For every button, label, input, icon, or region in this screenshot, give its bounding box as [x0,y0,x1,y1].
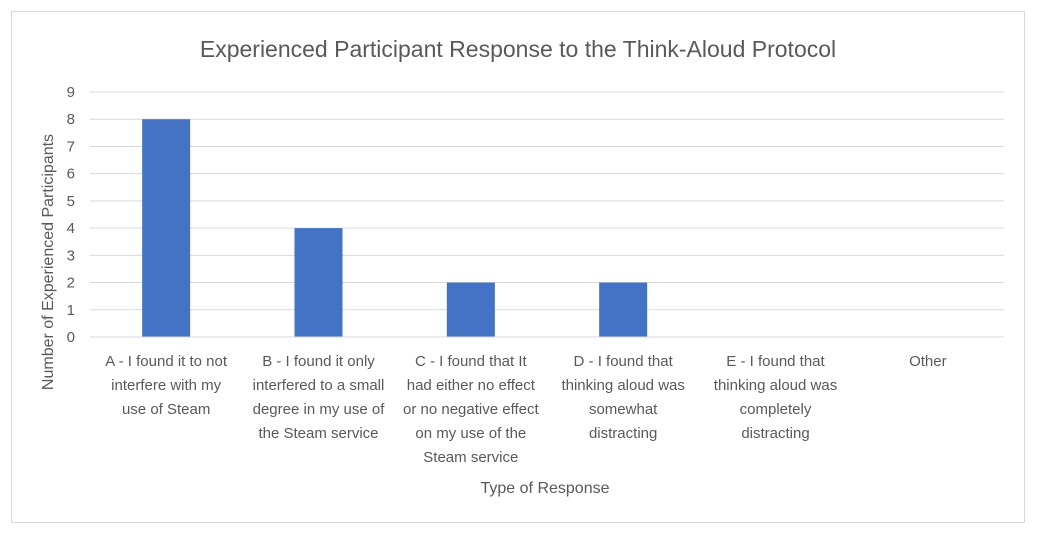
y-tick-label: 4 [67,220,75,237]
x-category-label: B - I found it only interfered to a small… [253,353,386,442]
x-category-label: A - I found it to not interfere with my us… [105,353,228,418]
y-tick-label: 8 [67,111,75,128]
x-category-label: D - I found that thinking aloud was somewh… [561,353,684,442]
x-axis-title: Type of Response [481,480,610,497]
y-tick-label: 3 [67,247,75,264]
chart-title: Experienced Participant Response to the … [200,36,836,62]
y-axis-title: Number of Experienced Participants [40,134,57,390]
bar [142,119,191,337]
gridlines [90,91,1004,311]
x-category-label: Other [909,353,947,370]
y-tick-label: 9 [67,84,75,101]
y-axis-ticks: 0 1 2 3 4 5 6 7 8 9 [67,84,75,346]
y-tick-label: 0 [67,329,75,346]
x-category-label: C - I found that It had either no effect o… [403,353,539,466]
x-category-label: E - I found that thinking aloud was comple… [714,353,837,442]
bar [294,228,343,337]
y-tick-label: 6 [67,166,75,183]
y-tick-label: 2 [67,275,75,292]
y-tick-label: 5 [67,193,75,210]
x-axis-categories: A - I found it to not interfere with my us… [105,353,946,466]
bar [446,282,495,337]
y-tick-label: 7 [67,138,75,155]
bar [599,282,648,337]
bars [142,119,648,337]
y-tick-label: 1 [67,302,75,319]
